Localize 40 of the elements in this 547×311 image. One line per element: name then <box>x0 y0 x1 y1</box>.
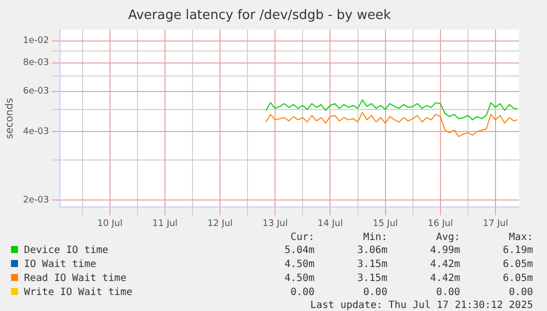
text: 0.00 <box>362 286 388 300</box>
x-tick-label: 16 Jul <box>428 218 453 229</box>
text: 4.50m <box>283 258 316 272</box>
y-tick-label: 4e-03 <box>22 126 49 137</box>
x-tick-label: 10 Jul <box>97 218 122 229</box>
text: 4.42m <box>429 258 462 272</box>
text: 6.19m <box>502 244 534 258</box>
x-tick-label: 13 Jul <box>262 218 288 229</box>
text: 4.42m <box>429 272 462 286</box>
y-tick-label: 1e-02 <box>22 36 49 46</box>
legend-label: Device IO time <box>23 244 110 258</box>
y-tick-label: 2e-03 <box>22 195 49 206</box>
text: Avg: <box>435 232 462 244</box>
x-tick-label: 14 Jul <box>318 218 343 229</box>
x-tick-label: 17 Jul <box>482 218 508 229</box>
text: 0.00 <box>435 286 462 300</box>
text: Max: <box>508 232 534 244</box>
y-axis-title: seconds <box>4 98 16 139</box>
chart-title: Average latency for /dev/sdgb - by week <box>128 8 392 24</box>
text: 3.15m <box>356 272 388 286</box>
text: 3.06m <box>356 244 388 258</box>
text: 5.04m <box>283 244 316 258</box>
x-tick-label: 11 Jul <box>152 218 178 229</box>
text: 6.05m <box>502 272 534 286</box>
x-tick-label: 15 Jul <box>372 218 398 229</box>
text: 3.15m <box>356 258 388 272</box>
text: Min: <box>362 232 388 244</box>
text: Cur: <box>289 232 316 244</box>
y-tick-label: 8e-03 <box>22 58 49 68</box>
legend-label: Read IO Wait time <box>23 272 128 286</box>
text: 6.05m <box>502 258 534 272</box>
legend-label: IO Wait time <box>23 258 98 272</box>
text: Last update: Thu Jul 17 21:30:12 2025 <box>309 300 534 311</box>
y-tick-label: 6e-03 <box>22 86 49 97</box>
x-tick-label: 12 Jul <box>207 218 233 229</box>
text: 0.00 <box>508 286 534 300</box>
text: 0.00 <box>289 286 316 300</box>
text: 4.99m <box>429 244 462 258</box>
text: 4.50m <box>283 272 316 286</box>
legend-label: Write IO Wait time <box>23 286 134 300</box>
